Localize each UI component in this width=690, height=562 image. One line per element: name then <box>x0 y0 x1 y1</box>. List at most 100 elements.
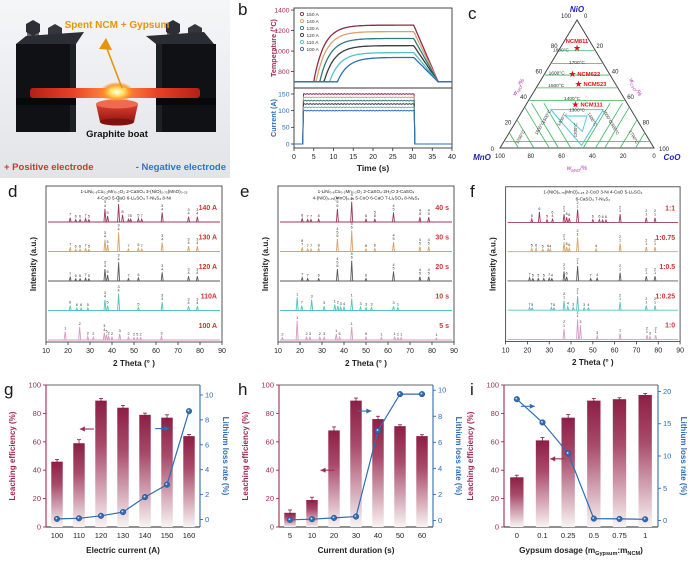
peak-label: 1 <box>619 238 621 242</box>
xrd-peak <box>536 277 540 282</box>
peak-label: 3 <box>196 208 198 212</box>
peak-label: 6 <box>547 244 549 248</box>
panel-b: 800 1000 1200 1400 0 50 100 150 0 5 10 15 20 25 30 35 40… <box>230 0 460 178</box>
panel-c-letter: c <box>468 4 477 23</box>
xrd-peak <box>549 305 553 311</box>
right-ytick: 10 <box>663 452 671 461</box>
trace-label: 100 A <box>199 323 217 330</box>
xrd-peak <box>308 335 312 341</box>
xrd-peak <box>75 306 79 311</box>
intensity-axis-label: Intensity (a.u.) <box>261 237 270 292</box>
peak-label: 3 <box>187 268 189 272</box>
peak-label: 5 <box>107 301 109 305</box>
right-ytick: 4 <box>438 464 442 473</box>
left-ytick: 100 <box>486 381 499 390</box>
peak-label: 5 <box>392 207 394 211</box>
right-ytick: 6 <box>438 438 442 447</box>
boat-rim <box>96 99 138 109</box>
peak-label: 7 <box>529 273 531 277</box>
panel-b-letter: b <box>238 0 248 19</box>
xrd-peak <box>653 217 657 223</box>
peak-label: 4 <box>104 295 106 299</box>
two-theta-axis-label: 2 Theta (° ) <box>345 359 387 368</box>
peak-label: 6 <box>80 303 82 307</box>
bar <box>306 500 318 527</box>
xtick-label: 50 <box>396 531 404 540</box>
peak-label: 3 <box>323 332 325 336</box>
xrd-peak <box>597 218 601 223</box>
left-axis-label: Leaching efficiency (%) <box>466 411 475 500</box>
xrd-peak <box>427 246 431 252</box>
xrd-peak <box>103 208 107 223</box>
xrd-peak <box>392 306 395 311</box>
current-trace <box>294 93 452 145</box>
peak-label: 2 <box>337 301 339 305</box>
xrd-peak <box>654 335 658 340</box>
panel-i: 0 20 40 60 80 100 0 5 10 15 20 0 0.1 0.25 0.5 0.75 1 Gyps… <box>460 375 690 562</box>
xrd-peak <box>322 306 326 311</box>
peak-label: 6 <box>566 272 568 276</box>
peak-label: 5 <box>531 214 533 218</box>
ncm-star: ★ <box>568 69 576 79</box>
peak-label: 5 <box>351 252 353 256</box>
xrd-xtick: 90 <box>676 347 684 354</box>
peak-label: 4 <box>596 273 598 277</box>
ncm-star: ★ <box>571 99 579 109</box>
left-ytick: 40 <box>491 466 499 475</box>
xrd-peak <box>280 336 284 341</box>
xrd-peak <box>335 268 339 282</box>
temperature-curve <box>294 30 452 83</box>
right-ytick: 8 <box>438 412 442 421</box>
xrd-peak <box>317 217 321 223</box>
peak-label: 1 <box>400 333 402 337</box>
peak-label: 5 <box>419 242 421 246</box>
peak-label: 5 <box>351 222 353 226</box>
peak-label: 4 <box>428 268 430 272</box>
isotherm-line <box>524 106 550 149</box>
peak-label: 8 <box>318 244 320 248</box>
bars-group <box>510 393 652 527</box>
bar <box>416 436 428 527</box>
peak-label: 4 <box>567 302 569 306</box>
xrd-peak <box>653 246 657 252</box>
peak-label: 3 <box>161 204 163 208</box>
xrd-peak <box>338 335 342 341</box>
xrd-xtick: 70 <box>406 348 414 355</box>
left-axis-tick: 60 <box>536 69 543 75</box>
isotherm-line <box>635 132 646 149</box>
xrd-peak <box>86 306 90 311</box>
left-ytick: 80 <box>33 409 41 418</box>
peak-label: 5 <box>531 243 533 247</box>
isotherm-label: 1400°C <box>556 111 568 126</box>
peak-label: 2 <box>646 327 648 331</box>
peak-label: 5 <box>137 273 139 277</box>
leaching-vs-current-chart: 0 20 40 60 80 100 0 2 4 6 8 10 100 110 120 130 140 150 160… <box>8 381 230 556</box>
peak-label: 6 <box>351 256 353 260</box>
xrd-xtick: 80 <box>654 347 662 354</box>
peak-label: 6 <box>75 274 77 278</box>
temp-ytick: 800 <box>278 69 290 76</box>
right-axis-tick: 60 <box>627 95 634 101</box>
peak-label: 4 <box>336 257 338 261</box>
peak-label: 5 <box>87 303 89 307</box>
xrd-peak <box>418 276 422 282</box>
peak-label: 3 <box>118 224 120 228</box>
current-ytick: 150 <box>278 91 290 98</box>
panel-h: 0 20 40 60 80 100 0 2 4 6 8 10 5 10 20 30 40 50 60 Current … <box>235 375 465 562</box>
left-ytick: 100 <box>28 381 41 390</box>
xrd-peak <box>530 306 534 311</box>
peak-label: 3 <box>118 254 120 258</box>
right-ytick: 6 <box>205 440 209 449</box>
peak-label: 7 <box>301 273 303 277</box>
bar <box>161 417 173 527</box>
peak-label: 5 <box>137 243 139 247</box>
xrd-peak <box>562 271 566 282</box>
xrd-xtick: 60 <box>611 347 619 354</box>
trace-label: 1:0.25 <box>655 293 675 300</box>
xrd-peak <box>546 247 550 252</box>
bar <box>612 399 627 527</box>
xrd-xtick: 30 <box>318 348 326 355</box>
xrd-peak <box>350 326 354 341</box>
legend-marker <box>299 18 305 24</box>
